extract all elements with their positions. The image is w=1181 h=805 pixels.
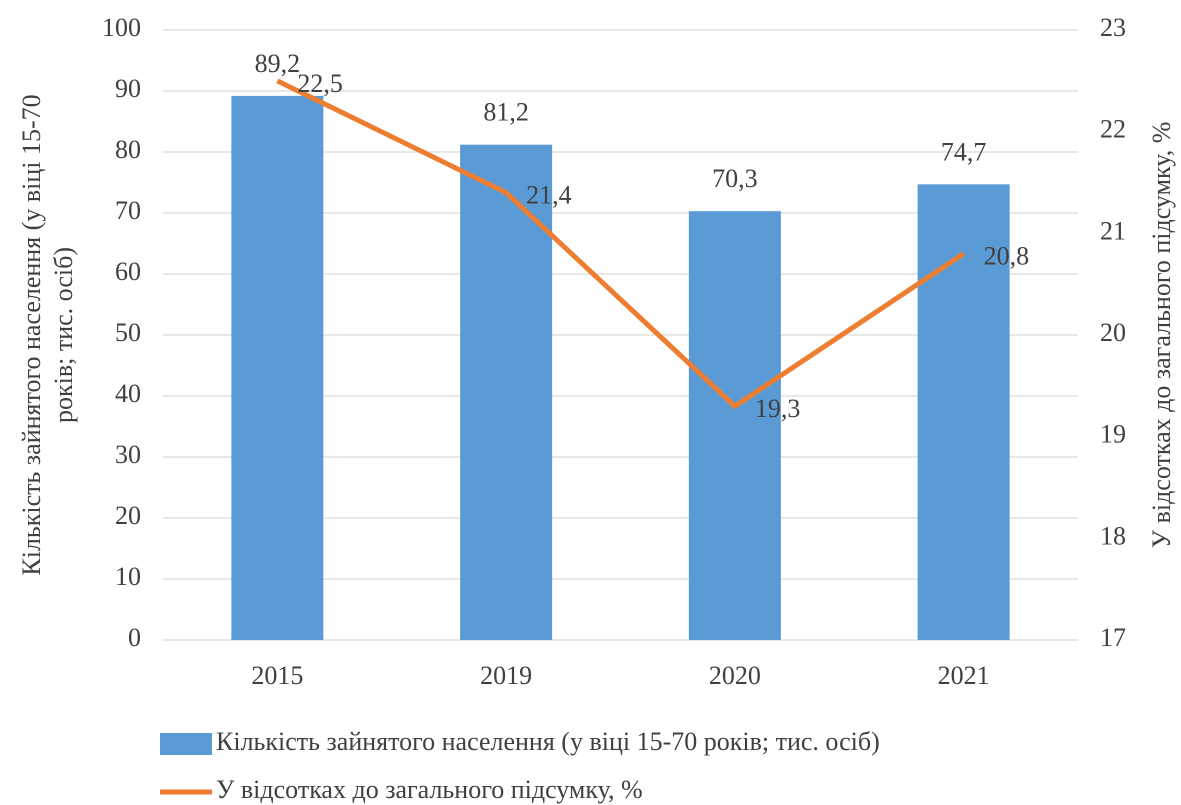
y-tick-label: 60 bbox=[115, 257, 141, 286]
y2-tick-label: 22 bbox=[1100, 115, 1126, 144]
legend-swatch bbox=[160, 733, 212, 755]
y2-axis-label: У відсотках до загального підсумку, % bbox=[1147, 122, 1176, 549]
data-label: 22,5 bbox=[297, 69, 343, 98]
y-tick-label: 10 bbox=[115, 562, 141, 591]
y-tick-label: 0 bbox=[128, 623, 141, 652]
bar bbox=[460, 144, 553, 640]
y-tick-label: 90 bbox=[115, 74, 141, 103]
y-tick-label: 20 bbox=[115, 501, 141, 530]
bar bbox=[688, 211, 781, 641]
y-tick-label: 50 bbox=[115, 318, 141, 347]
y2-tick-label: 18 bbox=[1100, 521, 1126, 550]
data-label: 20,8 bbox=[984, 242, 1030, 271]
bar bbox=[231, 95, 324, 640]
y-tick-label: 40 bbox=[115, 379, 141, 408]
y2-tick-label: 17 bbox=[1100, 623, 1126, 652]
bar bbox=[917, 184, 1010, 640]
data-label: 81,2 bbox=[483, 98, 529, 127]
y2-tick-label: 21 bbox=[1100, 216, 1126, 245]
x-tick-label: 2019 bbox=[480, 661, 532, 690]
y-tick-label: 100 bbox=[102, 13, 141, 42]
y2-tick-label: 23 bbox=[1100, 13, 1126, 42]
y-tick-label: 80 bbox=[115, 135, 141, 164]
y2-tick-label: 19 bbox=[1100, 420, 1126, 449]
legend-label: Кількість зайнятого населення (у віці 15… bbox=[216, 727, 880, 756]
y2-tick-label: 20 bbox=[1100, 318, 1126, 347]
y-axis-label: Кількість зайнятого населення (у віці 15… bbox=[17, 94, 46, 575]
legend-label: У відсотках до загального підсумку, % bbox=[216, 775, 643, 804]
data-label: 19,3 bbox=[755, 394, 801, 423]
y-axis-label: років; тис. осіб) bbox=[49, 247, 78, 423]
data-label: 74,7 bbox=[941, 137, 987, 166]
line bbox=[276, 78, 966, 409]
data-label: 89,2 bbox=[255, 49, 301, 78]
data-label: 21,4 bbox=[526, 181, 572, 210]
data-label: 70,3 bbox=[712, 164, 758, 193]
x-tick-label: 2021 bbox=[938, 661, 990, 690]
x-tick-label: 2015 bbox=[251, 661, 303, 690]
y-tick-label: 70 bbox=[115, 196, 141, 225]
x-tick-label: 2020 bbox=[709, 661, 761, 690]
y-tick-label: 30 bbox=[115, 440, 141, 469]
